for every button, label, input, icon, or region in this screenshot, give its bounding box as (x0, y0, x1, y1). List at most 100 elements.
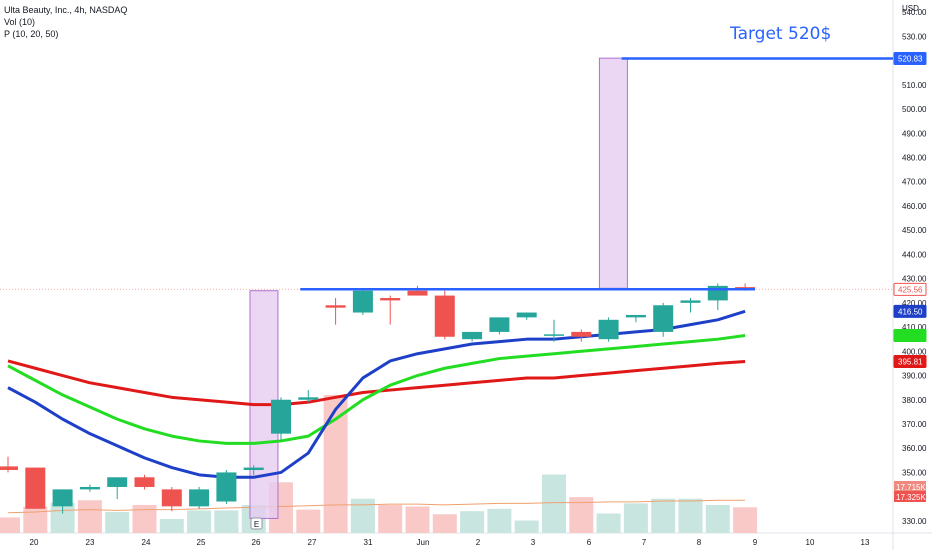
x-tick-label: Jun (417, 538, 430, 547)
volume-bar (214, 510, 239, 533)
y-tick-label: 490.00 (902, 129, 927, 138)
y-tick-label: 540.00 (902, 8, 927, 17)
volume-bar (487, 508, 512, 533)
volume-bar (651, 498, 676, 533)
y-tick-label: 500.00 (902, 105, 927, 114)
price-tag-label: 416.50 (898, 307, 923, 316)
candle-body (134, 477, 155, 487)
x-tick-label: 3 (531, 538, 536, 547)
volume-bar (733, 507, 758, 533)
candle-body (625, 314, 646, 318)
volume-bar (105, 511, 130, 533)
candle-body (462, 331, 483, 340)
y-tick-label: 400.00 (902, 347, 927, 356)
candle-body (216, 472, 237, 502)
legend-title[interactable]: Ulta Beauty, Inc., 4h, NASDAQ (4, 5, 128, 15)
volume-bar (296, 509, 321, 533)
candle-body (680, 300, 701, 303)
x-tick-label: 8 (697, 538, 702, 547)
candle-body (243, 467, 264, 471)
y-tick-label: 480.00 (902, 153, 927, 162)
volume-bar (678, 498, 703, 533)
candle-body (380, 297, 401, 301)
volume-bar (378, 504, 403, 533)
candle-body (325, 305, 346, 308)
y-tick-label: 370.00 (902, 420, 927, 429)
volume-bar (0, 517, 20, 533)
price-tag (893, 329, 927, 343)
earnings-icon: E (254, 520, 259, 529)
y-tick-label: 460.00 (902, 202, 927, 211)
volume-bar (460, 511, 485, 533)
price-tag (893, 282, 927, 296)
volume-bar (705, 504, 730, 533)
earnings-marker (250, 517, 263, 530)
price-tag (893, 52, 927, 66)
volume-bar (623, 503, 648, 533)
y-tick-label: 350.00 (902, 468, 927, 477)
price-tag (893, 354, 927, 368)
volume-tag-label: 17.325K (896, 493, 926, 502)
y-tick-label: 410.00 (902, 323, 927, 332)
x-tick-label: 2 (476, 538, 481, 547)
legend-volume[interactable]: Vol (10) (4, 17, 36, 27)
ma50-line (7, 359, 746, 407)
x-tick-label: 27 (308, 538, 317, 547)
x-tick-label: 9 (753, 538, 758, 547)
price-tag (893, 304, 927, 318)
candle-body (598, 319, 619, 340)
candle-body (434, 295, 455, 337)
y-tick-label: 470.00 (902, 178, 927, 187)
x-tick-label: 26 (252, 538, 261, 547)
candle-body (52, 489, 73, 507)
candle-body (25, 467, 46, 509)
candle-body (489, 317, 510, 332)
x-tick-label: 24 (142, 538, 151, 547)
y-tick-label: 450.00 (902, 226, 927, 235)
y-tick-label: 360.00 (902, 444, 927, 453)
volume-tag-label: 17.715K (896, 483, 926, 492)
volume-bar (350, 498, 375, 533)
x-tick-label: 31 (364, 538, 373, 547)
candle-body (571, 331, 592, 337)
x-tick-label: 13 (861, 538, 870, 547)
candle-body (407, 290, 428, 296)
x-tick-label: 6 (587, 538, 592, 547)
ma10-line (7, 309, 746, 479)
x-tick-label: 10 (806, 538, 815, 547)
y-tick-label: 430.00 (902, 275, 927, 284)
chart-legend: Ulta Beauty, Inc., 4h, NASDAQ Vol (10) P… (4, 4, 127, 40)
candle-body (79, 486, 100, 490)
volume-bar (23, 506, 48, 533)
candle-body (544, 334, 564, 336)
candle-body (0, 466, 18, 471)
price-tag-label: 425.56 (898, 285, 923, 294)
candle-body (161, 489, 182, 507)
currency-label: USD (902, 4, 919, 13)
volume-bar (514, 520, 539, 533)
volume-bar (596, 513, 621, 533)
price-tag-label: 395.81 (898, 357, 923, 366)
volume-tag (894, 481, 926, 492)
x-tick-label: 25 (197, 538, 206, 547)
x-tick-label: 20 (30, 538, 39, 547)
volume-bar (159, 518, 184, 533)
ma20-line (7, 334, 746, 445)
price-tag-label: 520.83 (898, 55, 923, 64)
volume-ma-line (7, 499, 746, 514)
y-tick-label: 390.00 (902, 372, 927, 381)
measure-box (598, 57, 628, 289)
candle-body (271, 399, 291, 434)
y-tick-label: 530.00 (902, 32, 927, 41)
candle-body (352, 290, 373, 313)
volume-bar (187, 510, 212, 533)
y-tick-label: 510.00 (902, 81, 927, 90)
candle-body (653, 305, 674, 332)
target-annotation: Target 520$ (729, 24, 831, 44)
x-tick-label: 7 (642, 538, 647, 547)
volume-bar (77, 500, 102, 533)
legend-moving-averages[interactable]: P (10, 20, 50) (4, 29, 59, 39)
y-tick-label: 330.00 (902, 517, 927, 526)
